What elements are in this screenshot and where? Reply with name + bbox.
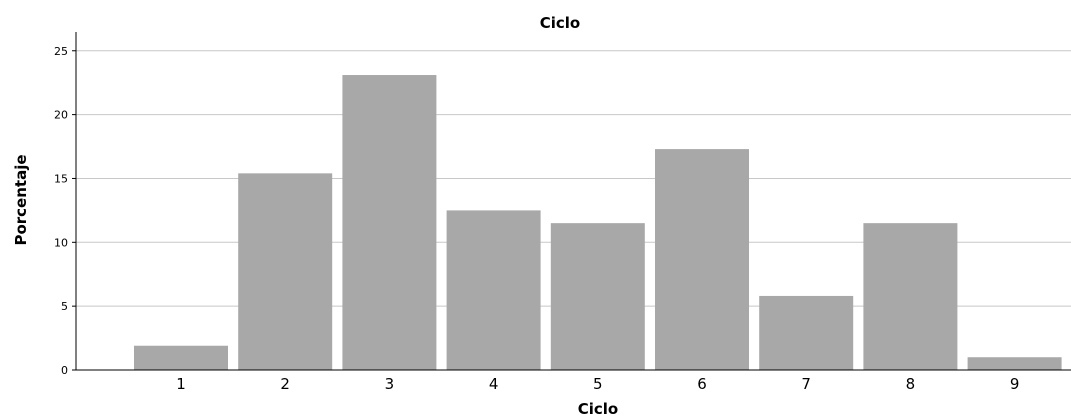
y-axis-ticks: 0 5 10 15 20 25 (54, 45, 76, 377)
bar-7 (759, 295, 854, 370)
bar-6 (655, 149, 749, 370)
bar-4 (446, 210, 541, 370)
x-tick-label: 4 (489, 375, 499, 393)
x-tick-label: 8 (906, 375, 916, 393)
bar-1 (134, 345, 228, 370)
bar-8 (863, 223, 958, 370)
y-tick-label: 20 (54, 109, 68, 122)
x-tick-label: 6 (697, 375, 707, 393)
y-axis-title: Porcentaje (12, 154, 30, 245)
bar-2 (238, 173, 333, 370)
bar-3 (342, 75, 437, 371)
y-tick-label: 15 (54, 172, 68, 185)
y-tick-label: 0 (61, 364, 68, 377)
x-axis-title: Ciclo (578, 400, 619, 417)
x-axis-ticks: 1 2 3 4 5 6 7 8 9 (176, 375, 1019, 393)
bar-9 (967, 357, 1062, 370)
x-tick-label: 5 (593, 375, 603, 393)
x-tick-label: 2 (280, 375, 290, 393)
x-tick-label: 9 (1010, 375, 1020, 393)
y-tick-label: 5 (61, 300, 68, 313)
bar-5 (550, 223, 645, 370)
y-tick-label: 25 (54, 45, 68, 58)
x-tick-label: 7 (801, 375, 811, 393)
chart-title: Ciclo (540, 14, 581, 32)
y-tick-label: 10 (54, 236, 68, 249)
x-tick-label: 1 (176, 375, 186, 393)
bars (134, 75, 1062, 371)
x-tick-label: 3 (385, 375, 395, 393)
